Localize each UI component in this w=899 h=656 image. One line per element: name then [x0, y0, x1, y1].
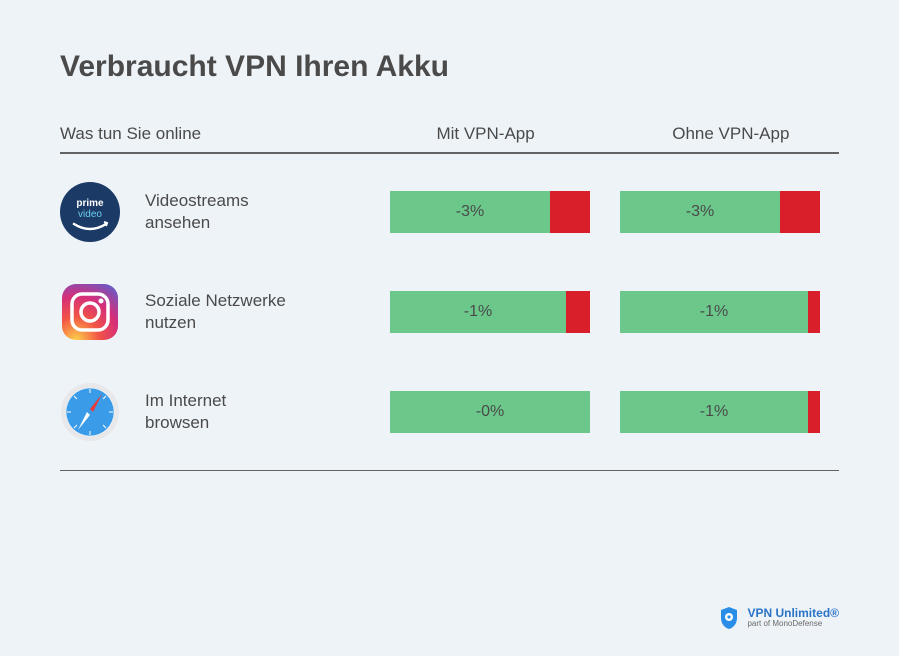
bar-green: -1%: [390, 291, 566, 333]
bar-green: -0%: [390, 391, 590, 433]
bar-green: -1%: [620, 391, 808, 433]
activity-cell: prime video Videostreamsansehen: [60, 182, 390, 242]
bar-with-vpn: -0%: [390, 391, 590, 433]
activity-label: Videostreamsansehen: [145, 190, 249, 234]
bar-red: [550, 191, 590, 233]
table-header-row: Was tun Sie online Mit VPN-App Ohne VPN-…: [60, 124, 839, 154]
table-row: Im Internetbrowsen -0% -1%: [60, 382, 839, 442]
comparison-table: Was tun Sie online Mit VPN-App Ohne VPN-…: [60, 124, 839, 471]
bar-red: [808, 391, 820, 433]
table-row: Soziale Netzwerkenutzen -1% -1%: [60, 282, 839, 342]
instagram-icon: [60, 282, 120, 342]
activity-cell: Soziale Netzwerkenutzen: [60, 282, 390, 342]
table-row: prime video Videostreamsansehen -3% -3%: [60, 182, 839, 242]
safari-icon: [60, 382, 120, 442]
svg-text:video: video: [78, 209, 102, 220]
bar-without-vpn: -1%: [620, 391, 820, 433]
page-title: Verbraucht VPN Ihren Akku: [60, 50, 839, 84]
brand-footer: VPN Unlimited® part of MonoDefense: [719, 606, 839, 630]
bar-red: [808, 291, 820, 333]
activity-label: Soziale Netzwerkenutzen: [145, 290, 286, 334]
header-with-vpn: Mit VPN-App: [377, 124, 593, 144]
bar-with-vpn: -3%: [390, 191, 590, 233]
bar-green: -3%: [620, 191, 780, 233]
svg-text:prime: prime: [76, 198, 104, 209]
bar-with-vpn: -1%: [390, 291, 590, 333]
table-end-rule: [60, 470, 839, 471]
header-without-vpn: Ohne VPN-App: [623, 124, 839, 144]
header-activity: Was tun Sie online: [60, 124, 377, 144]
activity-label: Im Internetbrowsen: [145, 390, 226, 434]
bar-green: -1%: [620, 291, 808, 333]
shield-icon: [719, 606, 739, 630]
bar-green: -3%: [390, 191, 550, 233]
bar-without-vpn: -1%: [620, 291, 820, 333]
bar-without-vpn: -3%: [620, 191, 820, 233]
activity-cell: Im Internetbrowsen: [60, 382, 390, 442]
brand-tagline: part of MonoDefense: [747, 620, 839, 629]
prime-video-icon: prime video: [60, 182, 120, 242]
bar-red: [780, 191, 820, 233]
bar-red: [566, 291, 590, 333]
